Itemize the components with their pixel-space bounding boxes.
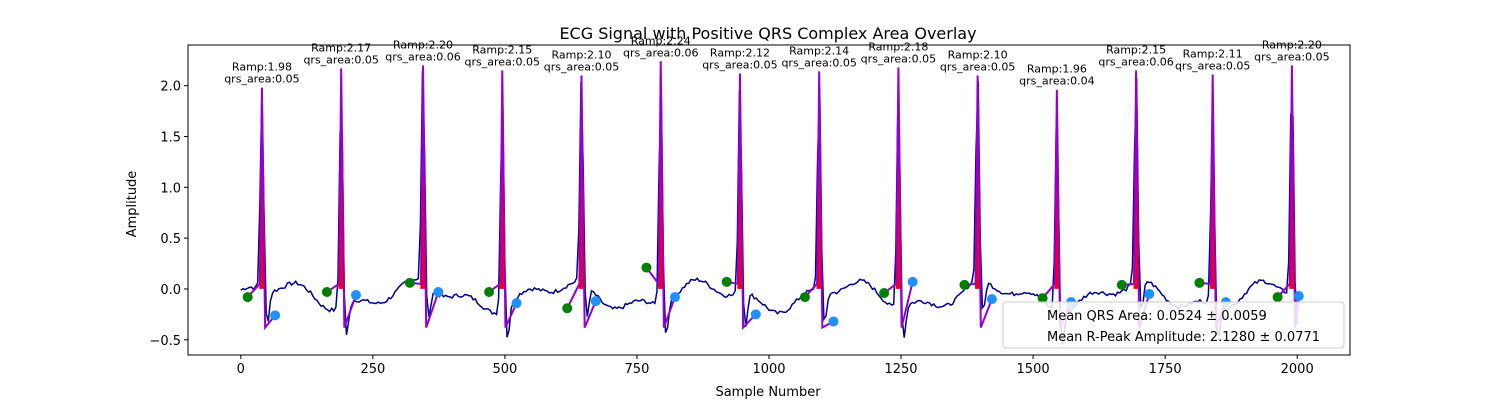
legend-entry-qrs-area: Mean QRS Area: 0.0524 ± 0.0059 [1047,309,1267,324]
y-tick-label-1: 0.0 [160,283,181,298]
qrs-onset-marker-1 [242,292,253,303]
qrs-onset-marker-8 [799,292,810,303]
qrs-offset-marker-7 [750,309,761,320]
qrs-onset-marker-10 [959,279,970,290]
qrs-segment-10 [964,75,993,328]
qrs-area-label-5: qrs_area:0.05 [544,60,619,73]
ramp-label-10: Ramp:2.10 [948,48,1008,61]
x-tick-label-2: 500 [492,362,517,377]
x-tick-label-3: 750 [625,362,650,377]
qrs-offset-marker-9 [907,276,918,287]
qrs-segment-5 [566,75,597,328]
qrs-offset-marker-6 [669,292,680,303]
qrs-area-label-11: qrs_area:0.04 [1019,75,1094,88]
y-axis-label: Amplitude [125,171,140,238]
chart-title: ECG Signal with Positive QRS Complex Are… [559,24,976,43]
qrs-offset-marker-5 [590,296,601,307]
legend-box [1002,301,1345,349]
ramp-label-7: Ramp:2.12 [710,46,770,59]
plot-marks: Ramp:1.98qrs_area:0.05Ramp:2.17qrs_area:… [224,34,1330,345]
y-tick-label-5: 2.0 [160,80,181,95]
qrs-onset-marker-6 [641,262,652,273]
ramp-label-5: Ramp:2.10 [551,48,611,61]
qrs-offset-marker-4 [511,298,522,309]
qrs-offset-marker-3 [433,286,444,297]
x-tick-label-7: 1750 [1149,362,1182,377]
qrs-area-label-1: qrs_area:0.05 [224,73,299,86]
qrs-offset-marker-1 [270,310,281,321]
x-tick-label-0: 0 [237,362,245,377]
y-tick-label-3: 1.0 [160,181,181,196]
qrs-offset-marker-10 [986,294,997,305]
x-tick-label-8: 2000 [1281,362,1314,377]
ramp-label-1: Ramp:1.98 [232,61,292,74]
qrs-area-label-9: qrs_area:0.05 [861,52,936,65]
ramp-label-4: Ramp:2.15 [472,43,532,56]
ramp-label-13: Ramp:2.11 [1183,47,1243,60]
legend-entry-r-peak: Mean R-Peak Amplitude: 2.1280 ± 0.0771 [1047,330,1320,345]
qrs-offset-marker-12 [1144,289,1155,300]
x-axis-label: Sample Number [715,385,821,400]
qrs-onset-marker-13 [1194,277,1205,288]
qrs-area-label-7: qrs_area:0.05 [702,58,777,71]
qrs-onset-marker-14 [1272,292,1283,303]
qrs-offset-marker-8 [828,316,839,327]
qrs-segment-8 [804,71,834,330]
x-tick-label-4: 1000 [752,362,785,377]
qrs-onset-marker-12 [1116,279,1127,290]
qrs-onset-marker-2 [321,286,332,297]
qrs-segment-7 [726,73,757,331]
ramp-label-11: Ramp:1.96 [1027,63,1087,76]
qrs-area-label-6: qrs_area:0.06 [623,46,698,59]
y-tick-label-2: 0.5 [160,232,181,247]
qrs-segment-1 [246,87,276,331]
legend: Mean QRS Area: 0.0524 ± 0.0059 Mean R-Pe… [1002,301,1345,349]
qrs-segment-4 [488,70,518,328]
ramp-label-9: Ramp:2.18 [868,40,928,53]
qrs-area-label-3: qrs_area:0.06 [385,50,460,63]
qrs-offset-marker-14 [1293,291,1304,302]
ramp-label-12: Ramp:2.15 [1106,43,1166,56]
qrs-area-label-10: qrs_area:0.05 [940,60,1015,73]
qrs-area-label-12: qrs_area:0.06 [1098,55,1173,68]
qrs-onset-marker-5 [562,303,573,314]
qrs-offset-marker-2 [350,290,361,301]
qrs-segment-9 [883,67,914,328]
y-tick-label-4: 1.5 [160,130,181,145]
qrs-area-label-13: qrs_area:0.05 [1175,59,1250,72]
x-tick-label-6: 1500 [1017,362,1050,377]
qrs-onset-marker-11 [1037,293,1048,304]
qrs-segment-3 [409,65,440,328]
qrs-area-label-8: qrs_area:0.05 [781,56,856,69]
qrs-segment-2 [326,68,357,328]
x-tick-label-5: 1250 [884,362,917,377]
qrs-area-label-2: qrs_area:0.05 [303,53,378,66]
qrs-segment-6 [645,61,676,328]
qrs-onset-marker-4 [484,286,495,297]
qrs-onset-marker-3 [404,277,415,288]
ramp-label-6: Ramp:2.24 [631,34,691,47]
qrs-area-label-4: qrs_area:0.05 [465,55,540,68]
qrs-area-label-14: qrs_area:0.05 [1254,50,1329,63]
qrs-onset-marker-9 [879,288,890,298]
qrs-onset-marker-7 [721,276,732,287]
axes: 0 250 500 750 1000 1250 1500 1750 2000 −0.5 0.0 0.5… [149,44,1351,377]
x-tick-label-1: 250 [360,362,385,377]
ramp-label-8: Ramp:2.14 [789,44,849,57]
ecg-signal-line [240,70,1298,345]
y-tick-label-0: −0.5 [149,334,181,349]
